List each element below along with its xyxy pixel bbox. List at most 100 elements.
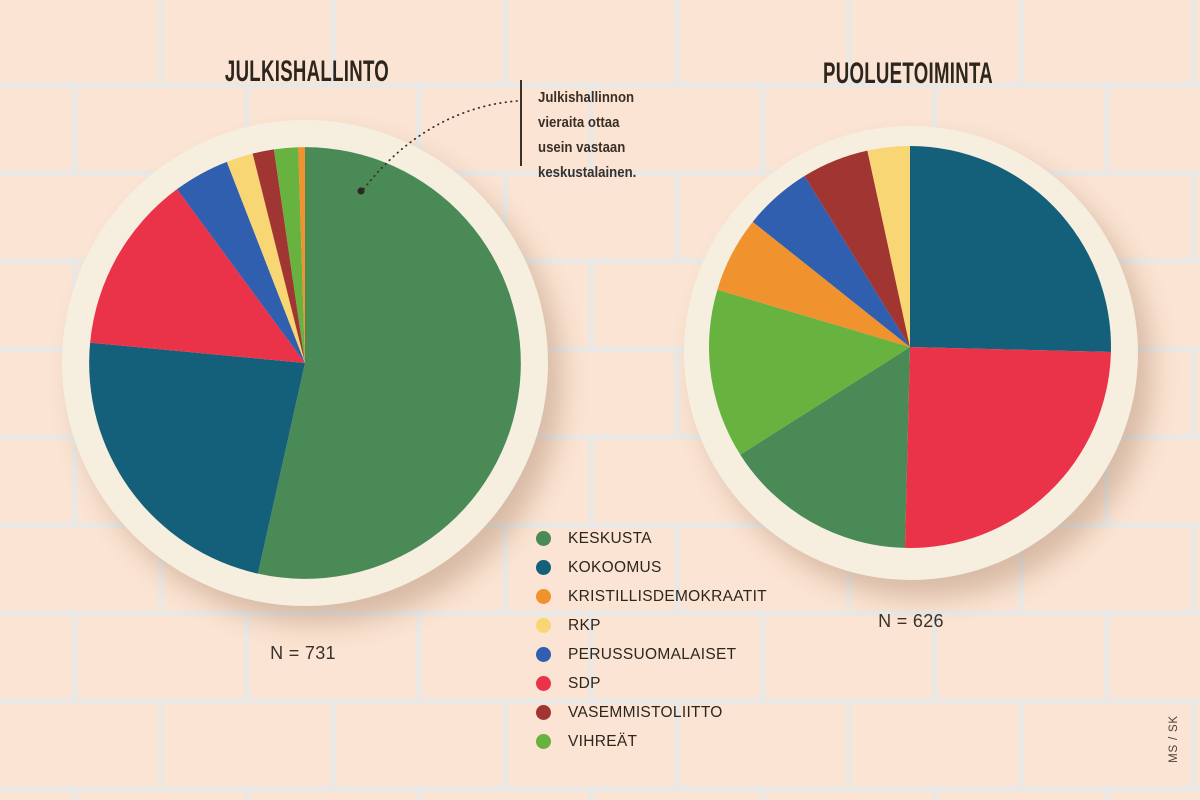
- legend-label: VASEMMISTOLIITTO: [568, 703, 723, 721]
- brick: [766, 792, 932, 800]
- annotation-line: usein vastaan: [538, 139, 626, 156]
- brick: [422, 616, 588, 698]
- brick: [0, 440, 72, 522]
- brick: [0, 264, 72, 346]
- brick: [0, 0, 158, 82]
- brick: [852, 0, 1018, 82]
- brick: [594, 88, 760, 170]
- brick: [1110, 616, 1200, 698]
- brick: [508, 0, 674, 82]
- brick: [164, 0, 330, 82]
- legend-swatch-kokoomus: [536, 560, 551, 575]
- annotation-rule: [520, 80, 522, 166]
- legend-label: PERUSSUOMALAISET: [568, 645, 737, 663]
- pie-slice-kristillisdemokraatit: [717, 221, 910, 347]
- legend-label: KRISTILLISDEMOKRAATIT: [568, 587, 767, 605]
- legend-swatch-perussuomalaiset: [536, 647, 551, 662]
- pie-slice-sdp: [904, 347, 1111, 548]
- pie-slice-vihreät: [709, 289, 910, 455]
- brick: [0, 704, 158, 786]
- pie-slice-perussuomalaiset: [177, 161, 305, 363]
- brick: [1196, 352, 1200, 434]
- brick: [0, 88, 72, 170]
- legend-swatch-keskusta: [536, 531, 551, 546]
- brick: [164, 704, 330, 786]
- brick: [508, 528, 674, 610]
- brick: [938, 792, 1104, 800]
- legend-item-sdp: SDP: [536, 669, 767, 698]
- brick: [594, 616, 760, 698]
- pie-slice-vihreät: [273, 147, 305, 363]
- legend-label: KESKUSTA: [568, 529, 652, 547]
- brick: [1196, 176, 1200, 258]
- brick: [1110, 792, 1200, 800]
- brick: [1110, 88, 1200, 170]
- brick: [766, 616, 932, 698]
- brick: [1196, 0, 1200, 82]
- pie-slice-kokoomus: [910, 146, 1111, 353]
- legend-label: KOKOOMUS: [568, 558, 662, 576]
- brick: [1110, 440, 1200, 522]
- pie-slice-vasemmistoliitto: [804, 150, 910, 347]
- brick: [1024, 704, 1190, 786]
- brick: [1024, 528, 1190, 610]
- brick: [508, 176, 674, 258]
- brick: [508, 704, 674, 786]
- legend-label: SDP: [568, 674, 601, 692]
- brick: [0, 528, 158, 610]
- brick: [680, 704, 846, 786]
- sample-size-right: N = 626: [878, 611, 944, 631]
- brick: [852, 704, 1018, 786]
- legend-item-vasemmistoliitto: VASEMMISTOLIITTO: [536, 698, 767, 727]
- legend-swatch-rkp: [536, 618, 551, 633]
- legend-swatch-kristillisdemokraatit: [536, 589, 551, 604]
- legend-item-keskusta: KESKUSTA: [536, 524, 767, 553]
- brick: [594, 792, 760, 800]
- legend-item-kokoomus: KOKOOMUS: [536, 553, 767, 582]
- pie-slice-rkp: [867, 146, 910, 347]
- brick: [336, 704, 502, 786]
- brick: [78, 616, 244, 698]
- legend: KESKUSTA KOKOOMUS KRISTILLISDEMOKRAATIT …: [536, 524, 767, 756]
- pie-chart-julkishallinto: [89, 147, 521, 579]
- legend-swatch-vihreat: [536, 734, 551, 749]
- brick: [1196, 528, 1200, 610]
- annotation-text: Julkishallinnon vieraita ottaa usein vas…: [538, 85, 636, 185]
- chart-title-left: JULKISHALLINTO: [224, 55, 390, 88]
- pie-chart-puoluetoiminta: [709, 146, 1111, 548]
- brick: [1196, 704, 1200, 786]
- pie-slice-keskusta: [740, 347, 910, 548]
- brick: [250, 792, 416, 800]
- legend-item-kristillisdemokraatit: KRISTILLISDEMOKRAATIT: [536, 582, 767, 611]
- legend-swatch-vasemmistoliitto: [536, 705, 551, 720]
- credit-text: MS / SK: [1168, 715, 1180, 763]
- legend-label: RKP: [568, 616, 601, 634]
- legend-item-vihreat: VIHREÄT: [536, 727, 767, 756]
- pie-slice-keskusta: [257, 147, 521, 579]
- sample-size-left: N = 731: [270, 643, 336, 663]
- pie-slice-perussuomalaiset: [752, 175, 910, 347]
- brick: [422, 792, 588, 800]
- pie-slice-vasemmistoliitto: [252, 149, 305, 363]
- legend-item-perussuomalaiset: PERUSSUOMALAISET: [536, 640, 767, 669]
- legend-label: VIHREÄT: [568, 732, 638, 750]
- annotation-line: vieraita ottaa: [538, 114, 620, 131]
- brick: [0, 792, 72, 800]
- legend-item-rkp: RKP: [536, 611, 767, 640]
- brick: [938, 616, 1104, 698]
- brick: [1024, 0, 1190, 82]
- legend-swatch-sdp: [536, 676, 551, 691]
- brick: [250, 616, 416, 698]
- pie-slice-rkp: [226, 153, 305, 363]
- annotation-line: Julkishallinnon: [538, 89, 635, 106]
- brick: [78, 792, 244, 800]
- brick: [0, 616, 72, 698]
- annotation-line: keskustalainen.: [538, 164, 637, 181]
- chart-title-right: PUOLUETOIMINTA: [822, 57, 994, 90]
- brick: [336, 0, 502, 82]
- pie-slice-kristillisdemokraatit: [298, 147, 305, 363]
- pie-slice-sdp: [90, 189, 306, 363]
- brick: [680, 0, 846, 82]
- pie-slice-kokoomus: [89, 342, 305, 574]
